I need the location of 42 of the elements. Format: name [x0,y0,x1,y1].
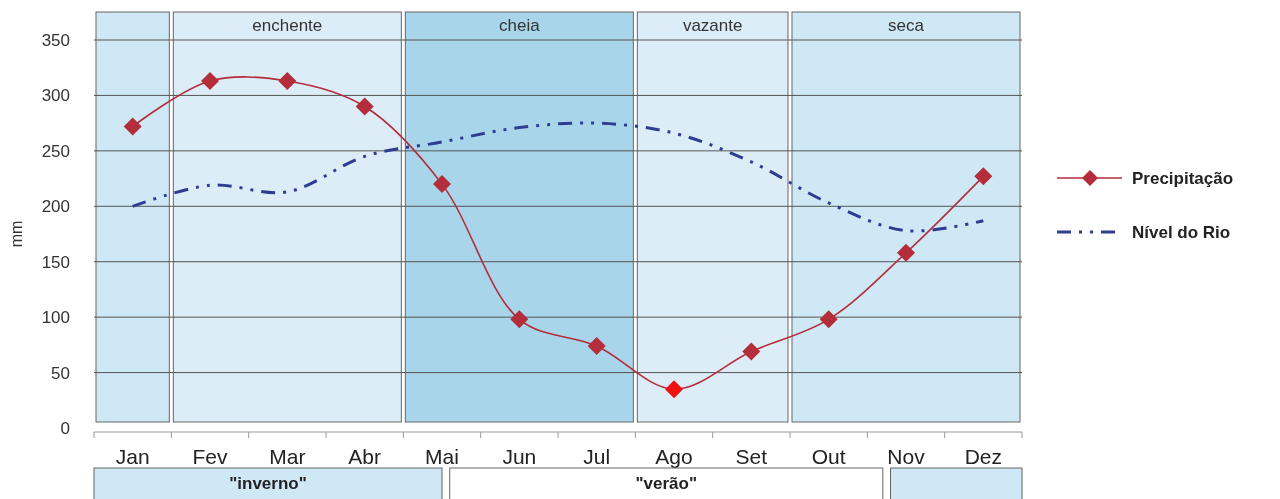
x-tick-label: Out [811,445,846,468]
legend-label: Precipitação [1132,168,1234,188]
x-tick-label: Mai [425,445,459,468]
x-tick-label: Fev [192,445,228,468]
x-tick-label: Ago [655,445,693,468]
text: "inverno" [229,474,307,493]
x-tick-label: Set [735,445,768,468]
x-tick-label: Jan [115,445,150,468]
x-tick-label: Nov [887,445,926,468]
x-tick-label: Jun [502,445,537,468]
y-tick-label: 300 [41,86,70,106]
y-tick-label: 250 [41,141,70,161]
point [587,336,606,355]
band-label: seca [888,16,925,35]
x-tick-label: Mar [269,445,306,468]
point [201,72,219,91]
y-tick-label: 100 [41,308,70,328]
text: "verão" [635,474,698,493]
point [819,310,838,329]
point [665,380,683,399]
legend-label: Nível do Rio [1132,222,1231,242]
band-label: cheia [499,16,541,35]
point [742,342,761,361]
y-tick-label: 200 [41,197,70,217]
point [278,72,297,91]
y-tick-label: 50 [51,363,70,383]
point [123,117,142,136]
y-axis-title: mm [8,220,25,248]
y-tick-label: 0 [60,418,70,438]
point [974,167,993,186]
x-tick-label: Jul [583,445,611,468]
point [897,243,915,262]
line-series [131,121,985,233]
point [355,97,374,116]
x-tick-label: Dez [964,445,1003,468]
x-tick-label: Abr [348,445,382,468]
point [510,310,529,329]
y-tick-label: 350 [41,30,70,50]
band-label: vazante [682,16,743,35]
y-tick-label: 150 [41,252,70,272]
band-label: enchente [252,16,323,35]
point [433,175,451,194]
